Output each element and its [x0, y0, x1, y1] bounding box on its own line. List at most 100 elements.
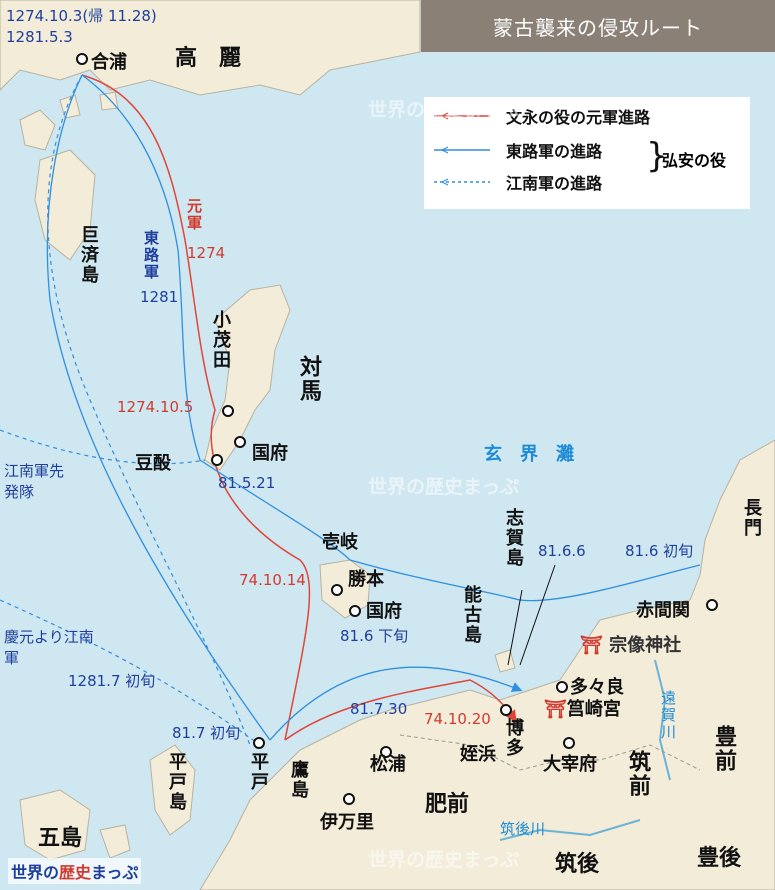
date-label: 81.6 初旬 [625, 542, 694, 560]
kyushu-land [199, 439, 775, 890]
watermark: 世界の歴史まっぷ [368, 99, 520, 121]
torii-icon: ⛩ [580, 635, 603, 656]
legend-label: 文永の役の元軍進路 [506, 108, 651, 127]
place-label: 姪浜 [460, 744, 496, 765]
place-label: 多々良 [570, 677, 624, 698]
onga-river [654, 659, 671, 781]
legend-jiangnan: 江南軍の進路 [434, 171, 602, 193]
legend-label: 東路軍の進路 [506, 142, 603, 161]
logo-part: まっぷ [91, 863, 139, 882]
bunei-route [81, 74, 515, 741]
tosaki-marker [211, 454, 223, 466]
place-label: 松浦 [370, 754, 406, 775]
logo-part: 世界の [11, 863, 60, 882]
route-label: 江南軍先発隊 [4, 462, 65, 501]
date-label: 81.6.6 [538, 542, 586, 560]
legend-brace: } [646, 136, 668, 176]
place-label: 平戸島 [166, 752, 187, 812]
place-label: 大宰府 [543, 754, 597, 775]
place-label: 壱岐 [322, 532, 358, 553]
korea-land [0, 0, 421, 96]
region-label: 肥前 [425, 792, 470, 817]
akamagaseki-marker [706, 599, 718, 611]
region-label: 長門 [741, 498, 762, 538]
date-label: 81.6 下旬 [340, 627, 409, 645]
region-label: 筑前 [625, 750, 650, 798]
date-label: 81.5.21 [218, 474, 276, 492]
region-label: 高 麗 [175, 46, 242, 71]
river-label: 筑後川 [500, 820, 546, 838]
region-label: 豊後 [697, 846, 742, 871]
hakata-marker [500, 704, 512, 716]
shika-leader-2 [519, 564, 556, 666]
tsushima-land [204, 284, 291, 471]
region-label: 筑後 [555, 852, 600, 877]
iki-kokufu-marker [349, 605, 361, 617]
imari-marker [343, 793, 355, 805]
route-label: 慶元より江南軍 [4, 628, 94, 667]
nokonoshima-land [494, 649, 516, 673]
place-label: 国府 [366, 601, 402, 622]
legend-red-line [434, 112, 490, 120]
map-title: 蒙古襲来の侵攻ルート [421, 0, 775, 52]
matsuura-marker [380, 746, 392, 758]
katsumoto-marker [331, 584, 343, 596]
date-label: 1281 [140, 288, 179, 306]
date-label: 1281.7 初旬 [68, 672, 156, 690]
watermark: 世界の歴史まっぷ [368, 476, 520, 498]
tsushima-kokufu-marker [234, 436, 246, 448]
shika-leader [507, 589, 523, 666]
korea-islands [19, 91, 119, 151]
date-label: 81.7 初旬 [172, 724, 241, 742]
place-label: 鷹島 [288, 760, 309, 800]
place-label: 国府 [252, 443, 288, 464]
region-label: 豊前 [711, 725, 736, 773]
province-border [399, 734, 701, 771]
date-label: 74.10.14 [239, 571, 306, 589]
place-label: ⛩筥崎宮 [544, 695, 621, 721]
torii-icon: ⛩ [544, 699, 567, 720]
date-label: 1274.10.3(帰 11.28) [6, 7, 157, 25]
date-label: 74.10.20 [424, 710, 491, 728]
goto-land [19, 789, 131, 861]
place-label: ⛩ 宗像神社 [580, 631, 681, 657]
route-label: 東路軍 [142, 230, 160, 281]
logo-part: 歴史 [59, 863, 92, 882]
geoje-land [34, 149, 96, 261]
place-label: 五島 [38, 826, 83, 851]
hirado-marker [253, 737, 265, 749]
date-label: 81.7.30 [350, 700, 408, 718]
place-label: 勝本 [348, 569, 384, 590]
legend: 文永の役の元軍進路 東路軍の進路 江南軍の進路 } 弘安の役 [424, 97, 750, 209]
date-label: 1274 [187, 244, 226, 262]
place-label: 合浦 [91, 52, 127, 73]
legend-label: 江南軍の進路 [506, 174, 603, 193]
date-label: 1281.5.3 [6, 28, 73, 46]
site-logo: 世界の歴史まっぷ [8, 858, 142, 884]
place-label: 志賀島 [503, 508, 524, 568]
place-label: 巨済島 [78, 225, 99, 285]
hirado-land [149, 744, 196, 836]
place-label: 赤間関 [636, 600, 690, 621]
legend-bunei: 文永の役の元軍進路 [434, 105, 650, 127]
chikugo-river [499, 819, 641, 841]
place-label: 小茂田 [210, 310, 231, 370]
hakozaki-label: 筥崎宮 [566, 699, 621, 720]
legend-blue-line [434, 146, 490, 154]
munakata-label: 宗像神社 [609, 635, 682, 656]
legend-group-label: 弘安の役 [662, 151, 727, 170]
place-label: 博多 [503, 718, 524, 758]
dazaifu-marker [563, 737, 575, 749]
tatara-marker [556, 681, 568, 693]
gappo-marker [76, 53, 88, 65]
place-label: 能古島 [461, 585, 482, 645]
watermark: 世界の歴史まっぷ [368, 849, 520, 871]
sea-label: 玄 界 灘 [484, 444, 574, 465]
place-label: 伊万里 [320, 812, 374, 833]
legend-blue-dashed-line [434, 178, 490, 186]
region-label: 対馬 [296, 355, 321, 403]
route-label: 元軍 [185, 198, 203, 232]
date-label: 1274.10.5 [117, 398, 194, 416]
legend-east: 東路軍の進路 [434, 139, 602, 161]
